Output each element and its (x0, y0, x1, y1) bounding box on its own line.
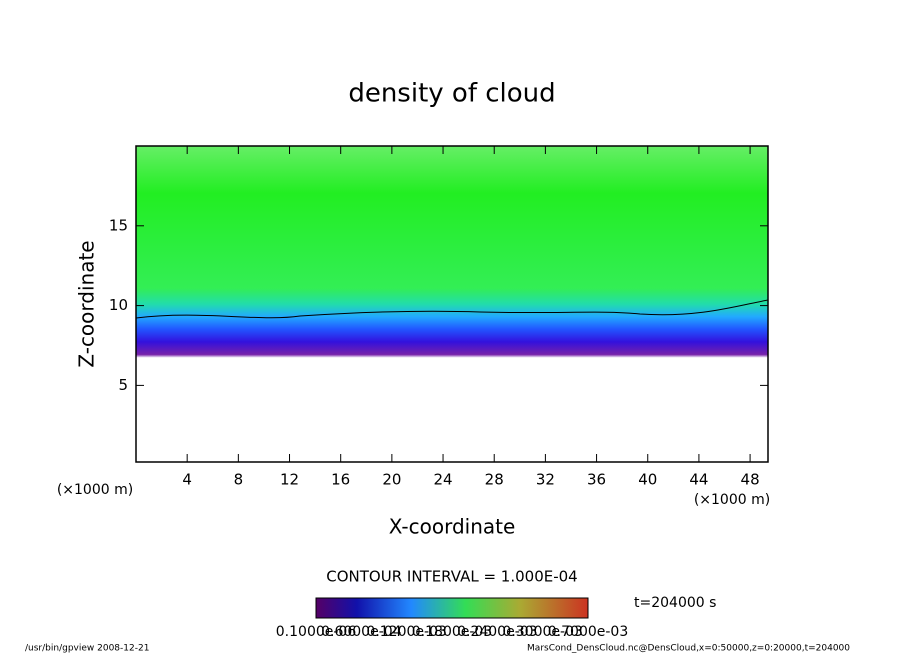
colorbar-label: 0.3000e-03 (502, 624, 582, 640)
contour-interval: CONTOUR INTERVAL = 1.000E-04 (326, 568, 577, 586)
y-tick-label: 15 (109, 216, 128, 234)
time-label: t=204000 s (634, 595, 716, 611)
plot-frame (135, 145, 769, 463)
y-tick-label: 10 (109, 296, 128, 314)
colorbar-label: 0.2400e-03 (457, 624, 537, 640)
colorbar-label: 0.1000e-06 (276, 624, 357, 640)
y-tick-label: 5 (118, 376, 128, 394)
x-tick-label: 12 (280, 471, 299, 489)
x-tick-label: 28 (485, 471, 504, 489)
colorbar-label: 0.1200e-03 (366, 624, 446, 640)
x-axis-label: X-coordinate (389, 515, 516, 539)
x-tick-label: 44 (689, 471, 708, 489)
x-tick-label: 32 (536, 471, 555, 489)
x-tick-label: 16 (331, 471, 350, 489)
x-tick-label: 40 (638, 471, 657, 489)
colorbar-label: 0.7000e-03 (548, 624, 628, 640)
footer-right: MarsCond_DensCloud.nc@DensCloud,x=0:5000… (527, 644, 850, 654)
x-tick-label: 36 (587, 471, 606, 489)
x-tick-label: 4 (182, 471, 192, 489)
colorbar (315, 597, 589, 619)
y-unit: (×1000 m) (57, 482, 133, 498)
y-axis-label: Z-coordinate (75, 240, 99, 367)
x-tick-label: 20 (382, 471, 401, 489)
x-tick-label: 8 (234, 471, 244, 489)
colorbar-label: 0.1800e-03 (412, 624, 492, 640)
x-tick-label: 48 (741, 471, 760, 489)
contour-line (135, 299, 769, 319)
chart-title: density of cloud (348, 79, 555, 109)
footer-left: /usr/bin/gpview 2008-12-21 (25, 644, 149, 654)
x-unit: (×1000 m) (694, 492, 770, 508)
density-field (136, 146, 768, 462)
colorbar-label: 0.6000e-04 (321, 624, 402, 640)
x-tick-label: 24 (433, 471, 452, 489)
